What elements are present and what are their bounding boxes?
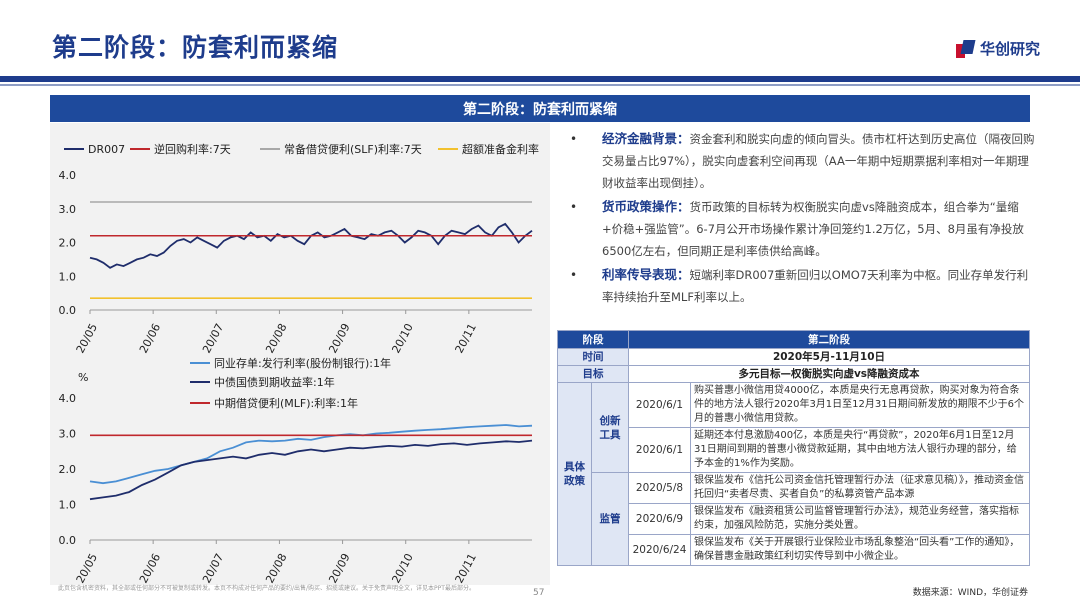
row-text: 银保监发布《关于开展银行业保险业市场乱象整治“回头看”工作的通知》，确保普惠金融…	[690, 534, 1030, 566]
y-tick-label: 1.0	[59, 499, 77, 512]
table-row: 目标 多元目标—权衡脱实向虚vs降融资成本	[557, 365, 1030, 383]
section-banner: 第二阶段：防套利而紧缩	[50, 95, 1030, 122]
row-date: 2020/6/1	[628, 382, 691, 428]
x-tick-label: 20/10	[389, 551, 415, 585]
row-text: 延期还本付息激励400亿，本质是央行“再贷款”，2020年6月1日至12月31日…	[690, 427, 1030, 473]
goal-label: 目标	[557, 365, 629, 383]
y-tick-label: 4.0	[59, 392, 77, 405]
table-row: 时间 2020年5月-11月10日	[557, 348, 1030, 366]
legend-label: 中期借贷便利(MLF):利率:1年	[214, 396, 358, 410]
series-line	[89, 424, 533, 485]
table-header-cell: 第二阶段	[628, 330, 1030, 349]
x-tick-label: 20/08	[263, 321, 289, 355]
charts-svg: DR007 逆回购利率:7天 常备借贷便利(SLF)利率:7天 超额准备金利率 4.0 3…	[59, 142, 540, 585]
sub-label: 监管	[591, 472, 629, 566]
row-date: 2020/6/1	[628, 427, 691, 473]
bullet-dot-icon: •	[570, 268, 578, 282]
logo: 华创研究	[955, 38, 1040, 59]
table-header-row: 阶段 第二阶段	[557, 330, 1030, 349]
x-tick-label: 20/09	[326, 551, 352, 585]
y-tick-label: 1.0	[59, 270, 77, 283]
y-tick-label: 3.0	[59, 203, 77, 216]
bullet-dot-icon: •	[570, 132, 578, 146]
y-tick-label: 4.0	[59, 169, 77, 182]
x-tick-label: 20/09	[326, 321, 352, 355]
bullet-head: 货币政策操作：	[602, 199, 690, 214]
y-tick-label: 3.0	[59, 428, 77, 441]
x-tick-label: 20/11	[453, 551, 479, 585]
y-tick-label: 2.0	[59, 237, 77, 250]
time-label: 时间	[557, 348, 629, 366]
legend-label: 超额准备金利率	[462, 142, 539, 156]
time-value: 2020年5月-11月10日	[628, 348, 1030, 366]
row-date: 2020/6/24	[628, 534, 691, 566]
logo-text: 华创研究	[979, 40, 1040, 58]
logo-mark-icon	[955, 39, 976, 58]
row-date: 2020/5/8	[628, 472, 691, 504]
chart-rates-long: 同业存单:发行利率(股份制银行):1年中债国债到期收益率:1年中期借贷便利(ML…	[59, 356, 533, 585]
legend-label: 逆回购利率:7天	[154, 142, 231, 156]
sub-label: 创新工具	[591, 382, 629, 473]
bullet-item: • 利率传导表现：短端利率DR007重新回归以OMO7天利率为中枢。同业存单发行…	[566, 264, 1036, 308]
x-tick-label: 20/06	[137, 321, 163, 355]
series-line	[89, 439, 533, 501]
bullet-head: 利率传导表现：	[602, 267, 690, 282]
table-row: 2020/6/24 银保监发布《关于开展银行业保险业市场乱象整治“回头看”工作的…	[558, 534, 1030, 566]
y-tick-label: 0.0	[59, 534, 77, 547]
group-label: 具体政策	[557, 382, 592, 566]
table-row: 2020/6/9 银保监发布《融资租赁公司监督管理暂行办法》，规范业务经营，落实…	[558, 503, 1030, 535]
series-line	[89, 222, 533, 269]
table-row: 具体政策 创新工具 2020/6/1 购买普惠小微信用贷4000亿，本质是央行无…	[557, 382, 1030, 566]
chart-rates-short: DR007 逆回购利率:7天 常备借贷便利(SLF)利率:7天 超额准备金利率 4.0 3…	[59, 142, 540, 355]
x-tick-label: 20/05	[74, 551, 100, 585]
row-text: 购买普惠小微信用贷4000亿，本质是央行无息再贷款，购买对象为符合条件的地方法人…	[690, 382, 1030, 428]
header-divider	[0, 76, 1080, 82]
bullet-item: • 经济金融背景：资金套利和脱实向虚的倾向冒头。债市杠杆达到历史高位（隔夜回购交…	[566, 128, 1036, 194]
chart-panel: DR007 逆回购利率:7天 常备借贷便利(SLF)利率:7天 超额准备金利率 4.0 3…	[50, 123, 550, 585]
bullet-head: 经济金融背景：	[602, 131, 690, 146]
legend-label: 常备借贷便利(SLF)利率:7天	[284, 142, 422, 156]
x-tick-label: 20/11	[453, 321, 479, 355]
y-tick-label: 0.0	[59, 304, 77, 317]
x-tick-label: 20/10	[389, 321, 415, 355]
bullet-item: • 货币政策操作：货币政策的目标转为权衡脱实向虚vs降融资成本，组合拳为“量缩+…	[566, 196, 1036, 262]
legend-label: DR007	[88, 143, 125, 156]
policy-table: 阶段 第二阶段 时间 2020年5月-11月10日 目标 多元目标—权衡脱实向虚…	[557, 330, 1030, 566]
bullet-text: 短端利率DR007重新回归以OMO7天利率为中枢。同业存单发行利率持续抬升至ML…	[602, 268, 1029, 304]
goal-value: 多元目标—权衡脱实向虚vs降融资成本	[628, 365, 1030, 383]
bullet-text: 资金套利和脱实向虚的倾向冒头。债市杠杆达到历史高位（隔夜回购交易量占比97%），…	[602, 132, 1035, 190]
table-row: 2020/6/1 延期还本付息激励400亿，本质是央行“再贷款”，2020年6月…	[558, 427, 1030, 473]
legend-label: 同业存单:发行利率(股份制银行):1年	[214, 356, 391, 370]
table-row: 监管 2020/5/8 银保监发布《信托公司资金信托管理暂行办法（征求意见稿）》…	[558, 472, 1030, 566]
y-tick-label: 2.0	[59, 463, 77, 476]
header-divider-thin	[0, 84, 1080, 86]
source-note: 数据来源：WIND，华创证券	[912, 588, 1028, 598]
row-date: 2020/6/9	[628, 503, 691, 535]
x-tick-label: 20/07	[200, 321, 226, 355]
bullet-text: 货币政策的目标转为权衡脱实向虚vs降融资成本，组合拳为“量缩+价稳+强监管”。6…	[602, 200, 1024, 258]
row-text: 银保监发布《信托公司资金信托管理暂行办法（征求意见稿）》，推动资金信托回归“卖者…	[690, 472, 1030, 504]
x-tick-label: 20/05	[74, 321, 100, 355]
x-tick-label: 20/07	[200, 551, 226, 585]
x-tick-label: 20/08	[263, 551, 289, 585]
page-number: 57	[533, 588, 545, 598]
row-text: 银保监发布《融资租赁公司监督管理暂行办法》，规范业务经营，落实指标约束，加强风险…	[690, 503, 1030, 535]
bullet-dot-icon: •	[570, 200, 578, 214]
table-header-cell: 阶段	[557, 330, 629, 349]
legend-label: 中债国债到期收益率:1年	[214, 375, 335, 389]
bullet-list: • 经济金融背景：资金套利和脱实向虚的倾向冒头。债市杠杆达到历史高位（隔夜回购交…	[566, 128, 1036, 310]
unit-label: %	[78, 371, 88, 384]
disclaimer-text: 此页包含机密资料，其全部或任何部分不可被复制或转发。本页不构成对任何产品的要约/…	[58, 585, 475, 592]
page-title: 第二阶段：防套利而紧缩	[52, 33, 339, 62]
x-tick-label: 20/06	[137, 551, 163, 585]
